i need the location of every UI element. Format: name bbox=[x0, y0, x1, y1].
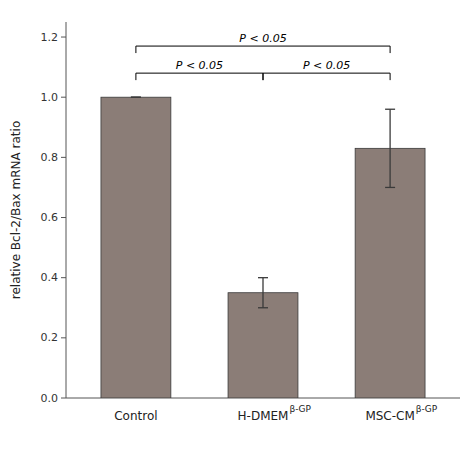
y-tick bbox=[61, 277, 66, 278]
y-axis: 0.0 0.2 0.4 0.6 0.8 1.0 1.2 bbox=[41, 22, 461, 405]
y-tick-label: 1.2 bbox=[41, 31, 59, 44]
y-tick bbox=[61, 157, 66, 158]
annotations: β-GP β-GP P < 0.05 P < 0.05 P < 0.05 bbox=[136, 32, 438, 414]
y-tick-label: 0.8 bbox=[41, 151, 59, 164]
y-tick-label: 0.0 bbox=[41, 392, 59, 405]
y-tick bbox=[61, 337, 66, 338]
significance-bracket bbox=[136, 46, 390, 53]
superscript: β-GP bbox=[416, 404, 438, 414]
y-tick-label: 0.4 bbox=[41, 271, 59, 284]
bar bbox=[101, 97, 171, 398]
y-tick bbox=[61, 217, 66, 218]
x-tick-label: Control bbox=[114, 409, 157, 423]
significance-label: P < 0.05 bbox=[303, 59, 350, 72]
y-axis-label: relative Bcl-2/Bax mRNA ratio bbox=[9, 121, 23, 299]
y-tick bbox=[61, 398, 66, 399]
superscript: β-GP bbox=[289, 404, 311, 414]
error-bar bbox=[258, 278, 268, 308]
plot-area bbox=[101, 97, 425, 398]
y-tick bbox=[61, 97, 66, 98]
bar bbox=[228, 293, 298, 398]
error-bar bbox=[385, 109, 395, 187]
x-tick-label: MSC-CM bbox=[365, 409, 414, 423]
chart: 0.0 0.2 0.4 0.6 0.8 1.0 1.2 relative Bcl-2/Bax … bbox=[0, 0, 474, 458]
y-axis-line bbox=[66, 22, 67, 398]
error-bar bbox=[131, 97, 141, 98]
significance-label: P < 0.05 bbox=[239, 32, 286, 45]
y-tick-label: 0.6 bbox=[41, 211, 59, 224]
y-tick bbox=[61, 37, 66, 38]
y-tick-label: 1.0 bbox=[41, 91, 59, 104]
significance-label: P < 0.05 bbox=[176, 59, 223, 72]
x-tick-label: H-DMEM bbox=[238, 409, 289, 423]
significance-bracket bbox=[263, 73, 390, 80]
y-tick-label: 0.2 bbox=[41, 331, 59, 344]
significance-bracket bbox=[136, 73, 263, 80]
